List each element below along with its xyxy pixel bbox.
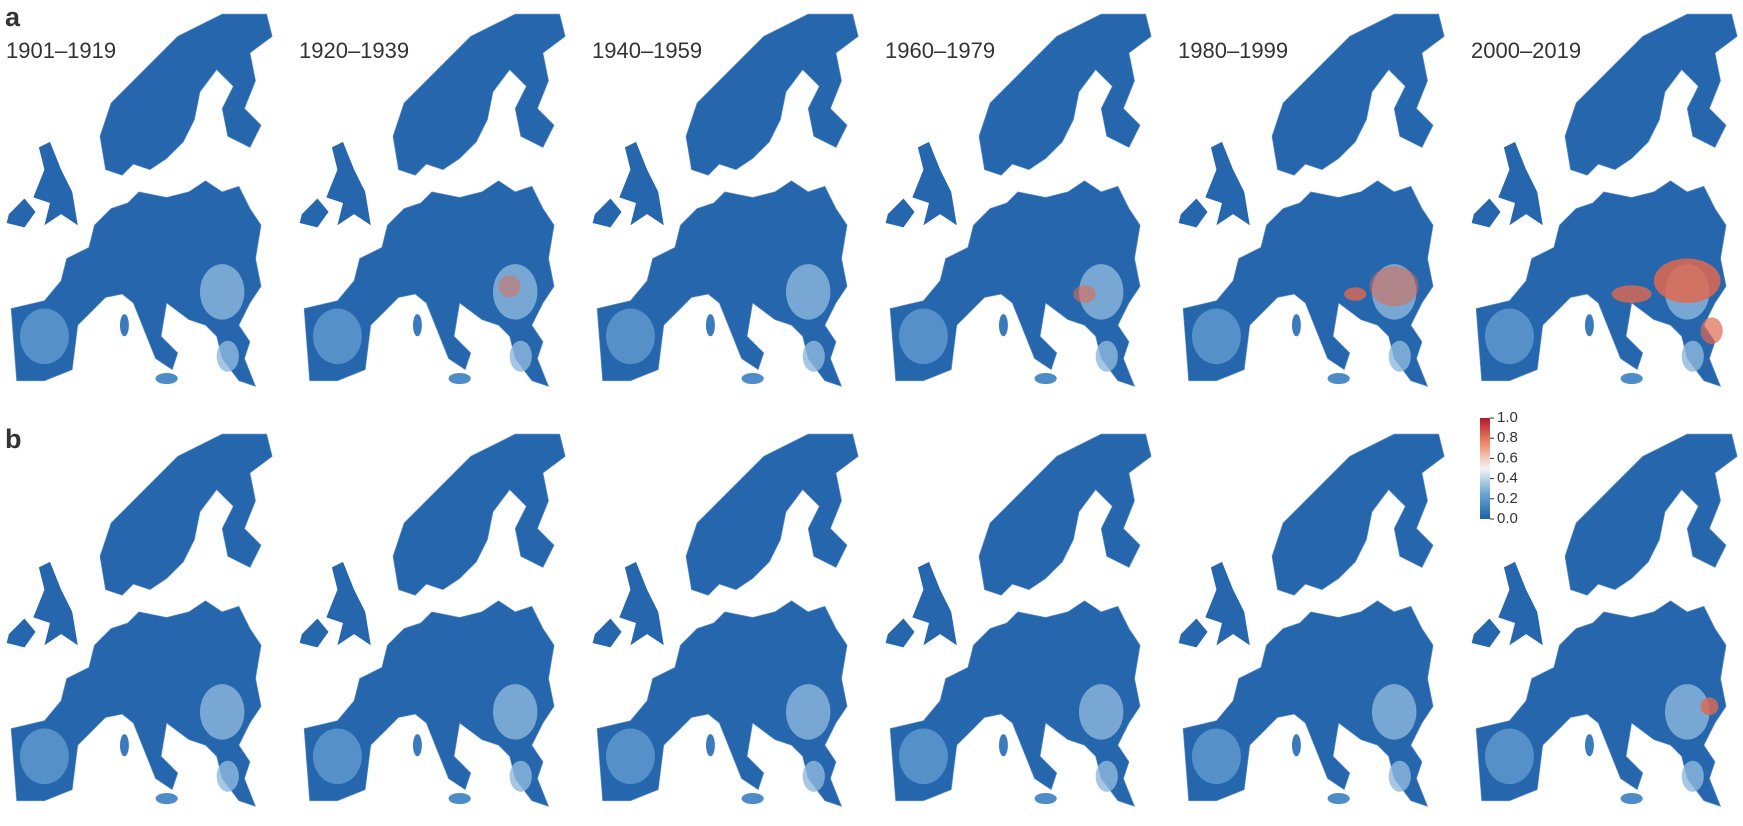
colorbar <box>1480 418 1490 519</box>
hotspot <box>498 275 521 298</box>
europe-map <box>6 433 273 807</box>
europe-map <box>299 13 566 387</box>
period-label: 1940–1959 <box>592 38 702 63</box>
europe-map <box>885 13 1152 387</box>
map <box>1178 433 1445 807</box>
map <box>1178 13 1445 387</box>
europe-map <box>1178 433 1445 807</box>
europe-map <box>299 433 566 807</box>
colorbar-tick-label: 0.6 <box>1497 449 1518 466</box>
period-label: 1960–1979 <box>885 38 995 63</box>
map <box>1471 13 1738 387</box>
period-label: 1980–1999 <box>1178 38 1288 63</box>
panel-label: b <box>5 424 22 454</box>
period-label: 2000–2019 <box>1471 38 1581 63</box>
hotspot <box>1700 697 1719 716</box>
map <box>885 433 1152 807</box>
map <box>6 13 273 387</box>
map <box>885 13 1152 387</box>
europe-map <box>592 13 859 387</box>
hotspot <box>1369 266 1419 307</box>
europe-map <box>885 433 1152 807</box>
period-label: 1901–1919 <box>6 38 116 63</box>
europe-map <box>1178 13 1445 387</box>
hotspot <box>1073 285 1096 303</box>
hotspot <box>1611 285 1652 303</box>
map <box>6 433 273 807</box>
hotspot <box>1344 287 1367 301</box>
map <box>299 433 566 807</box>
map <box>1471 433 1738 807</box>
panel-label: a <box>5 2 21 32</box>
europe-map <box>1471 13 1738 387</box>
map <box>592 433 859 807</box>
europe-map <box>6 13 273 387</box>
colorbar-tick-label: 1.0 <box>1497 409 1518 426</box>
period-label: 1920–1939 <box>299 38 409 63</box>
colorbar-tick-label: 0.2 <box>1497 490 1518 507</box>
map <box>592 13 859 387</box>
hotspot <box>1700 317 1723 345</box>
colorbar-tick-label: 0.0 <box>1497 510 1518 527</box>
map <box>299 13 566 387</box>
colorbar-tick-label: 0.4 <box>1497 470 1518 487</box>
europe-map <box>592 433 859 807</box>
colorbar-tick-label: 0.8 <box>1497 429 1518 446</box>
hotspot <box>1653 258 1721 303</box>
